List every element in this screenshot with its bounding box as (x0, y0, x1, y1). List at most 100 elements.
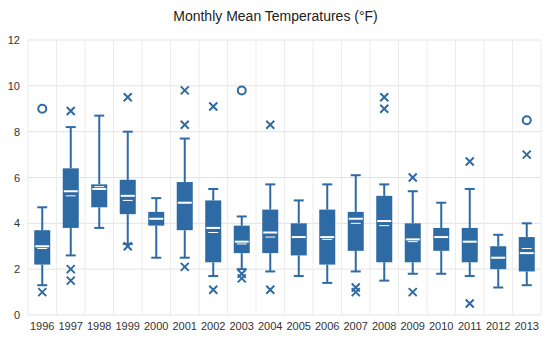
median (206, 227, 220, 229)
x-tick-label: 2013 (515, 320, 539, 332)
min-cap (66, 254, 76, 256)
mean (322, 239, 332, 240)
median (520, 252, 534, 254)
x-tick-label: 1998 (87, 320, 111, 332)
title: Monthly Mean Temperatures (°F) (173, 8, 378, 24)
plot-area (34, 86, 535, 307)
v-grid-line (113, 40, 114, 315)
lower-whisker (298, 255, 300, 276)
upper-whisker (98, 116, 100, 185)
outlier-cross (209, 102, 217, 110)
min-cap (180, 257, 190, 259)
max-cap (66, 126, 76, 128)
box (462, 228, 478, 262)
mean (493, 257, 503, 258)
max-cap (94, 115, 104, 117)
x-tick-label: 2009 (401, 320, 425, 332)
outlier-cross (181, 263, 189, 271)
x-tick-label: 2003 (230, 320, 254, 332)
v-grid-line (199, 40, 200, 315)
median (92, 188, 106, 190)
mean (37, 248, 47, 249)
mean (180, 202, 190, 203)
lower-whisker (497, 269, 499, 287)
mean (379, 225, 389, 226)
v-grid-line (370, 40, 371, 315)
mean (208, 232, 218, 233)
x-tick-label: 2010 (429, 320, 453, 332)
mean (351, 223, 361, 224)
upper-whisker (469, 189, 471, 228)
max-cap (408, 190, 418, 192)
outlier-cross (67, 107, 75, 115)
mean (522, 248, 532, 249)
min-cap (208, 275, 218, 277)
min-cap (265, 270, 275, 272)
box (291, 223, 307, 255)
lower-whisker (326, 265, 328, 283)
box (91, 184, 107, 207)
outlier-cross (124, 93, 132, 101)
box (348, 212, 364, 251)
extreme-circle (523, 116, 531, 124)
median (263, 232, 277, 234)
x-tick-label: 1996 (30, 320, 54, 332)
v-grid-line (398, 40, 399, 315)
v-grid-line (484, 40, 485, 315)
upper-whisker (383, 184, 385, 195)
v-grid-line (227, 40, 228, 315)
box (319, 210, 335, 265)
lower-whisker (127, 214, 129, 244)
median (320, 236, 334, 238)
outlier-cross (380, 105, 388, 113)
min-cap (351, 270, 361, 272)
max-cap (522, 222, 532, 224)
lower-whisker (241, 253, 243, 269)
x-tick-label: 1997 (59, 320, 83, 332)
min-cap (522, 284, 532, 286)
upper-whisker (127, 132, 129, 180)
median (64, 190, 78, 192)
upper-whisker (298, 200, 300, 223)
y-tick-label: 2 (14, 263, 20, 275)
mean (408, 241, 418, 242)
upper-whisker (412, 191, 414, 223)
min-cap (493, 287, 503, 289)
median (434, 236, 448, 238)
median (121, 195, 135, 197)
min-cap (436, 273, 446, 275)
upper-whisker (41, 207, 43, 230)
x-tick-label: 2006 (315, 320, 339, 332)
max-cap (465, 188, 475, 190)
mean (294, 237, 304, 238)
x-tick-label: 2007 (344, 320, 368, 332)
max-cap (351, 174, 361, 176)
min-cap (465, 275, 475, 277)
lower-whisker (526, 271, 528, 285)
lower-whisker (98, 207, 100, 228)
min-cap (151, 257, 161, 259)
box (262, 210, 278, 254)
mean (265, 237, 275, 238)
box (177, 182, 193, 230)
v-grid-line (541, 40, 542, 315)
mean (237, 243, 247, 244)
max-cap (208, 188, 218, 190)
max-cap (265, 183, 275, 185)
median (463, 241, 477, 243)
outlier-cross (181, 86, 189, 94)
median (349, 218, 363, 220)
median (178, 202, 192, 204)
x-tick-label: 2000 (144, 320, 168, 332)
x-tick-label: 2002 (201, 320, 225, 332)
max-cap (237, 215, 247, 217)
lower-whisker (155, 226, 157, 258)
max-cap (294, 199, 304, 201)
upper-whisker (241, 216, 243, 225)
x-tick-label: 2011 (458, 320, 482, 332)
upper-whisker (440, 203, 442, 228)
box (376, 196, 392, 262)
max-cap (123, 131, 133, 133)
x-tick-label: 2008 (372, 320, 396, 332)
median (35, 245, 49, 247)
